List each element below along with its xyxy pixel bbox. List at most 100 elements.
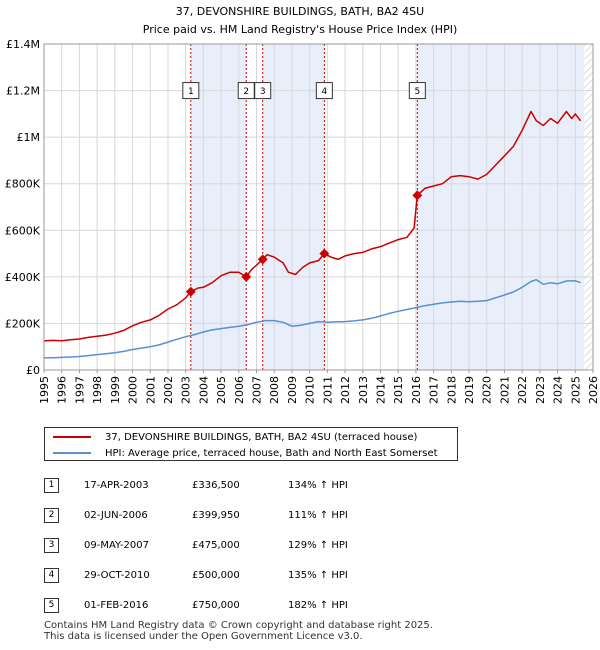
sale-hpi-change: 134% ↑ HPI bbox=[288, 479, 348, 491]
x-tick-label: 2011 bbox=[321, 376, 334, 404]
x-tick-label: 2026 bbox=[587, 376, 600, 404]
x-tick-label: 2009 bbox=[286, 376, 299, 404]
sale-date: 09-MAY-2007 bbox=[84, 539, 150, 551]
sale-point bbox=[241, 271, 252, 282]
sale-date: 17-APR-2003 bbox=[84, 479, 149, 491]
x-tick-label: 2010 bbox=[304, 376, 317, 404]
forecast-hatch bbox=[584, 44, 593, 370]
x-tick-label: 1998 bbox=[91, 376, 104, 404]
sale-number-cell: 4 bbox=[44, 560, 84, 590]
x-tick-label: 2025 bbox=[569, 376, 582, 404]
sale-point bbox=[412, 190, 423, 201]
sale-number-cell: 5 bbox=[44, 590, 84, 620]
property-price-line bbox=[44, 110, 582, 342]
sale-hpi-change: 129% ↑ HPI bbox=[288, 539, 348, 551]
x-tick-label: 2021 bbox=[498, 376, 511, 404]
sale-label-box bbox=[254, 82, 272, 100]
sale-price: £500,000 bbox=[192, 569, 240, 581]
sale-date: 01-FEB-2016 bbox=[84, 599, 149, 611]
sale-price: £750,000 bbox=[192, 599, 240, 611]
y-tick-label: £600K bbox=[5, 224, 41, 237]
x-tick-label: 1997 bbox=[73, 376, 86, 404]
ownership-shade bbox=[262, 44, 325, 370]
legend-item-hpi: HPI: Average price, terraced house, Bath… bbox=[53, 445, 438, 461]
x-tick-label: 2007 bbox=[251, 376, 264, 404]
sale-number-box: 1 bbox=[44, 477, 59, 493]
x-tick-label: 2019 bbox=[463, 376, 476, 404]
y-tick-label: £400K bbox=[5, 271, 41, 284]
sale-price: £399,950 bbox=[192, 509, 240, 521]
y-tick-label: £800K bbox=[5, 178, 41, 191]
sale-row: 1 17-APR-2003 £336,500 134% ↑ HPI bbox=[44, 470, 388, 500]
x-tick-label: 2002 bbox=[162, 376, 175, 404]
legend-swatch-red bbox=[53, 436, 91, 438]
x-tick-label: 2006 bbox=[233, 376, 246, 404]
sale-label-number: 4 bbox=[321, 87, 327, 97]
chart-subtitle: Price paid vs. HM Land Registry's House … bbox=[143, 23, 458, 36]
x-tick-label: 2003 bbox=[180, 376, 193, 404]
sale-label-number: 1 bbox=[188, 87, 194, 97]
x-tick-label: 2004 bbox=[197, 376, 210, 404]
sale-label-number: 5 bbox=[414, 87, 420, 97]
legend-label-hpi: HPI: Average price, terraced house, Bath… bbox=[105, 447, 438, 459]
x-tick-label: 2023 bbox=[534, 376, 547, 404]
sale-point bbox=[185, 286, 196, 297]
sale-label-number: 3 bbox=[260, 87, 266, 97]
chart-legend: 37, DEVONSHIRE BUILDINGS, BATH, BA2 4SU … bbox=[44, 427, 458, 461]
y-tick-label: £0 bbox=[26, 364, 40, 377]
legend-label-property: 37, DEVONSHIRE BUILDINGS, BATH, BA2 4SU … bbox=[105, 431, 418, 443]
x-tick-label: 2001 bbox=[144, 376, 157, 404]
sale-row: 3 09-MAY-2007 £475,000 129% ↑ HPI bbox=[44, 530, 388, 560]
x-tick-label: 2008 bbox=[268, 376, 281, 404]
x-tick-label: 2020 bbox=[481, 376, 494, 404]
sale-number-cell: 1 bbox=[44, 470, 84, 500]
x-tick-label: 2016 bbox=[410, 376, 423, 404]
x-tick-label: 1999 bbox=[109, 376, 122, 404]
sale-number-box: 4 bbox=[44, 567, 59, 583]
sale-hpi-change: 111% ↑ HPI bbox=[288, 509, 348, 521]
plot-frame bbox=[43, 43, 594, 371]
ownership-shade bbox=[417, 44, 585, 370]
price-chart: 37, DEVONSHIRE BUILDINGS, BATH, BA2 4SU … bbox=[5, 5, 600, 404]
x-tick-label: 1996 bbox=[56, 376, 69, 404]
x-tick-label: 2018 bbox=[445, 376, 458, 404]
sale-hpi-change: 135% ↑ HPI bbox=[288, 569, 348, 581]
y-tick-label: £1M bbox=[17, 131, 41, 144]
x-tick-label: 2014 bbox=[374, 376, 387, 404]
sale-row: 5 01-FEB-2016 £750,000 182% ↑ HPI bbox=[44, 590, 388, 620]
footer-line-1: Contains HM Land Registry data © Crown c… bbox=[44, 620, 433, 631]
sale-row: 4 29-OCT-2010 £500,000 135% ↑ HPI bbox=[44, 560, 388, 590]
chart-title: 37, DEVONSHIRE BUILDINGS, BATH, BA2 4SU bbox=[176, 5, 424, 18]
y-tick-label: £1.2M bbox=[6, 85, 40, 98]
sale-number-box: 3 bbox=[44, 537, 59, 553]
sale-date: 02-JUN-2006 bbox=[84, 509, 148, 521]
x-tick-label: 2015 bbox=[392, 376, 405, 404]
sale-label-box bbox=[408, 82, 426, 100]
sale-label-number: 2 bbox=[243, 87, 249, 97]
hpi-line bbox=[44, 278, 581, 359]
x-tick-label: 2012 bbox=[339, 376, 352, 404]
sale-number-box: 2 bbox=[44, 507, 59, 523]
ownership-shade bbox=[190, 44, 247, 370]
sale-date: 29-OCT-2010 bbox=[84, 569, 150, 581]
legend-swatch-blue bbox=[53, 452, 91, 454]
y-tick-label: £200K bbox=[5, 317, 41, 330]
x-tick-label: 2013 bbox=[357, 376, 370, 404]
x-tick-label: 2005 bbox=[215, 376, 228, 404]
legend-item-property: 37, DEVONSHIRE BUILDINGS, BATH, BA2 4SU … bbox=[53, 429, 417, 445]
x-tick-label: 2017 bbox=[428, 376, 441, 404]
sale-number-cell: 3 bbox=[44, 530, 84, 560]
sale-hpi-change: 182% ↑ HPI bbox=[288, 599, 348, 611]
x-tick-label: 2024 bbox=[552, 376, 565, 404]
sale-number-cell: 2 bbox=[44, 500, 84, 530]
footer-line-2: This data is licensed under the Open Gov… bbox=[44, 631, 363, 642]
sale-row: 2 02-JUN-2006 £399,950 111% ↑ HPI bbox=[44, 500, 388, 530]
x-tick-label: 2022 bbox=[516, 376, 529, 404]
sale-price: £336,500 bbox=[192, 479, 240, 491]
y-tick-label: £1.4M bbox=[6, 38, 40, 51]
sale-number-box: 5 bbox=[44, 597, 59, 613]
x-tick-label: 2000 bbox=[127, 376, 140, 404]
x-tick-label: 1995 bbox=[38, 376, 51, 404]
sale-label-box bbox=[182, 82, 200, 100]
sale-price: £475,000 bbox=[192, 539, 240, 551]
